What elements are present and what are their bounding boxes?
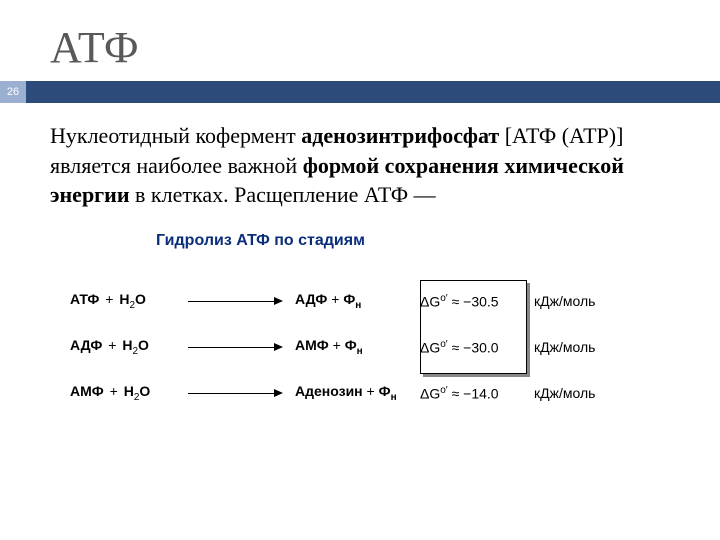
reaction-row: АМФ + H2O Аденозин + Фн ΔGo′ ≈ −14.0 кДж…	[70, 370, 650, 416]
diagram-title: Гидролиз АТФ по стадиям	[156, 232, 650, 250]
reaction-lhs: АМФ + H2O	[70, 383, 188, 403]
slide-number-badge: 26	[0, 81, 26, 103]
delta-g: ΔGo′ ≈ −30.5	[420, 293, 528, 310]
body-part1: Нуклеотидный кофермент	[50, 123, 301, 148]
reaction-rhs: АМФ + Фн	[283, 337, 420, 357]
delta-g: ΔGo′ ≈ −14.0	[420, 385, 528, 402]
body-bold1: аденозинтрифосфат	[301, 123, 499, 148]
reaction-rhs: АДФ + Фн	[283, 291, 420, 311]
arrow-icon	[188, 301, 283, 302]
accent-bar: 26	[0, 81, 720, 103]
hydrolysis-diagram: Гидролиз АТФ по стадиям АТФ + H2O АДФ + …	[70, 232, 650, 416]
reaction-lhs: АТФ + H2O	[70, 291, 188, 311]
arrow-icon	[188, 347, 283, 348]
arrow-icon	[188, 393, 283, 394]
units: кДж/моль	[528, 293, 595, 309]
slide-title: АТФ	[0, 0, 720, 81]
body-part3: в клетках. Расщепление АТФ —	[130, 182, 436, 207]
delta-g: ΔGo′ ≈ −30.0	[420, 339, 528, 356]
reaction-row: АТФ + H2O АДФ + Фн ΔGo′ ≈ −30.5 кДж/моль	[70, 278, 650, 324]
units: кДж/моль	[528, 339, 595, 355]
units: кДж/моль	[528, 385, 595, 401]
body-paragraph: Нуклеотидный кофермент аденозинтрифосфат…	[0, 121, 720, 210]
reaction-row: АДФ + H2O АМФ + Фн ΔGo′ ≈ −30.0 кДж/моль	[70, 324, 650, 370]
reaction-rhs: Аденозин + Фн	[283, 383, 420, 403]
reaction-lhs: АДФ + H2O	[70, 337, 188, 357]
